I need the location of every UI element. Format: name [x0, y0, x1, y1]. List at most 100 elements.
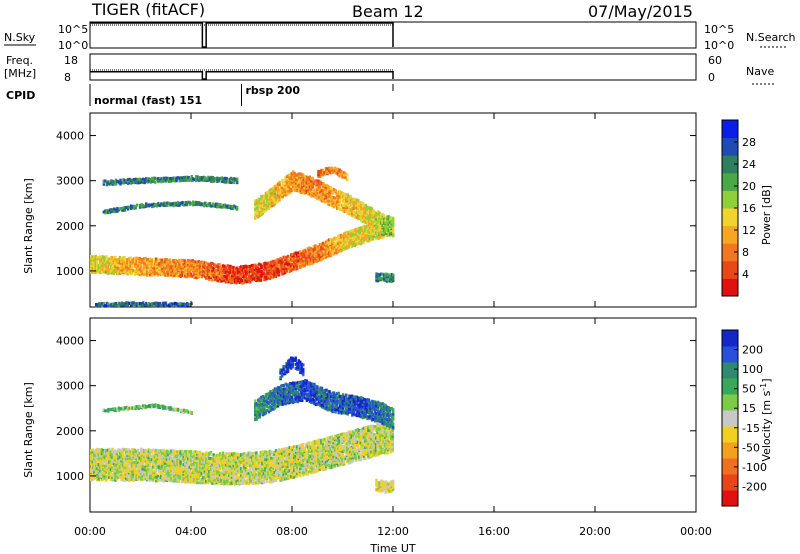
heatmap-cell — [257, 202, 260, 206]
heatmap-cell — [218, 271, 222, 275]
heatmap-cell — [121, 268, 125, 272]
heatmap-cell — [153, 448, 157, 452]
heatmap-cell — [299, 172, 302, 176]
heatmap-cell — [252, 267, 255, 271]
heatmap-cell — [127, 469, 131, 473]
heatmap-cell — [214, 467, 217, 471]
heatmap-cell — [364, 236, 367, 240]
heatmap-cell — [335, 248, 338, 252]
heatmap-cell — [127, 471, 131, 475]
heatmap-cell — [212, 476, 216, 480]
heatmap-cell — [180, 454, 184, 458]
heatmap-cell — [144, 449, 147, 453]
heatmap-cell — [123, 208, 127, 212]
heatmap-cell — [264, 191, 268, 195]
heatmap-cell — [343, 209, 346, 213]
heatmap-cell — [317, 250, 320, 254]
heatmap-cell — [117, 304, 121, 308]
heatmap-cell — [247, 264, 250, 268]
heatmap-cell — [323, 183, 327, 187]
heatmap-cell — [301, 189, 304, 193]
heatmap-cell — [211, 278, 214, 282]
heatmap-cell — [356, 238, 360, 242]
heatmap-cell — [179, 453, 182, 457]
heatmap-cell — [183, 465, 187, 469]
heatmap-cell — [284, 183, 287, 187]
heatmap-cell — [317, 195, 321, 199]
heatmap-cell — [293, 262, 296, 266]
heatmap-cell — [261, 210, 265, 214]
heatmap-cell — [108, 182, 112, 186]
heatmap-cell — [255, 266, 258, 270]
heatmap-cell — [121, 469, 125, 473]
heatmap-cell — [285, 255, 288, 259]
heatmap-cell — [132, 260, 135, 264]
heatmap-cell — [344, 238, 347, 242]
heatmap-cell — [157, 303, 160, 307]
heatmap-cell — [149, 452, 152, 456]
heatmap-cell — [159, 268, 163, 272]
heatmap-cell — [218, 473, 222, 477]
heatmap-cell — [162, 473, 166, 477]
heatmap-cell — [233, 460, 237, 464]
heatmap-cell — [289, 262, 293, 266]
heatmap-cell — [97, 463, 100, 467]
heatmap-cell — [324, 250, 328, 254]
heatmap-cell — [229, 462, 232, 466]
heatmap-cell — [198, 202, 201, 206]
heatmap-cell — [203, 481, 207, 485]
heatmap-cell — [226, 204, 230, 208]
heatmap-cell — [333, 244, 337, 248]
heatmap-cell — [206, 463, 210, 467]
heatmap-cell — [329, 166, 332, 170]
heatmap-cell — [174, 272, 178, 276]
heatmap-cell — [273, 191, 277, 195]
heatmap-cell — [308, 249, 311, 253]
heatmap-cell — [193, 464, 196, 468]
heatmap-cell — [227, 268, 231, 272]
heatmap-cell — [186, 268, 190, 272]
heatmap-cell — [133, 260, 137, 264]
heatmap-cell — [358, 235, 361, 239]
heatmap-cell — [175, 302, 178, 306]
heatmap-cell — [161, 472, 164, 476]
heatmap-cell — [238, 267, 241, 271]
heatmap-cell — [243, 471, 246, 475]
heatmap-cell — [333, 248, 337, 252]
heatmap-cell — [120, 478, 123, 482]
heatmap-cell — [302, 178, 306, 182]
heatmap-cell — [296, 189, 299, 193]
heatmap-cell — [336, 245, 340, 249]
heatmap-cell — [387, 217, 390, 221]
heatmap-cell — [189, 450, 193, 454]
heatmap-cell — [164, 268, 167, 272]
heatmap-cell — [330, 168, 334, 172]
heatmap-cell — [124, 457, 128, 461]
heatmap-cell — [174, 454, 178, 458]
heatmap-cell — [229, 264, 232, 268]
heatmap-cell — [300, 262, 303, 266]
heatmap-cell — [181, 302, 184, 306]
heatmap-cell — [109, 455, 113, 459]
heatmap-cell — [106, 475, 110, 479]
heatmap-cell — [173, 467, 176, 471]
heatmap-cell — [173, 266, 176, 270]
heatmap-cell — [260, 207, 263, 211]
heatmap-cell — [244, 460, 247, 464]
heatmap-cell — [241, 279, 244, 283]
heatmap-cell — [146, 271, 149, 275]
heatmap-cell — [139, 466, 143, 470]
heatmap-cell — [132, 448, 135, 452]
heatmap-cell — [190, 177, 193, 181]
heatmap-cell — [185, 203, 189, 207]
heatmap-cell — [188, 469, 191, 473]
heatmap-cell — [171, 274, 175, 278]
heatmap-cell — [255, 275, 258, 279]
heatmap-cell — [257, 197, 260, 201]
heatmap-cell — [124, 271, 128, 275]
heatmap-cell — [287, 175, 290, 179]
heatmap-cell — [217, 453, 220, 457]
heatmap-cell — [292, 175, 295, 179]
heatmap-cell — [167, 450, 170, 454]
heatmap-cell — [249, 468, 252, 472]
